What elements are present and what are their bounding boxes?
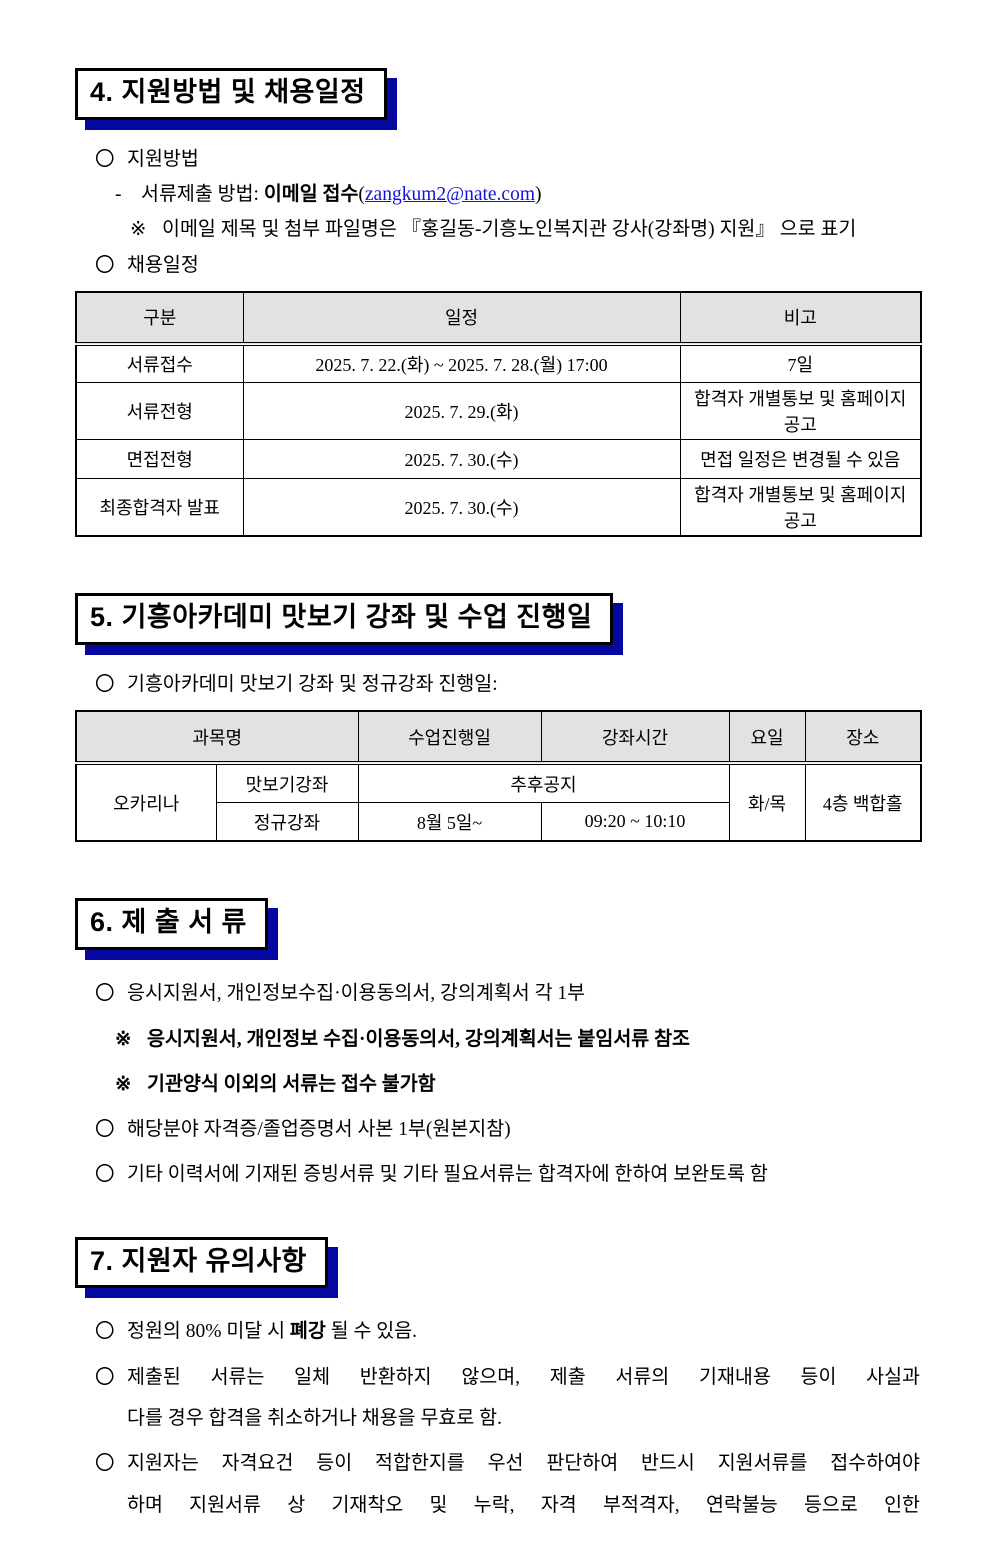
course-intro-bullet: 〇 기흥아카데미 맛보기 강좌 및 정규강좌 진행일:	[95, 671, 920, 698]
notice-bullet-3-text: 지원자는 자격요건 등이 적합한지를 우선 판단하여 반드시 지원서류를 접수하…	[127, 1450, 920, 1519]
section7-title: 7. 지원자 유의사항	[90, 1245, 307, 1276]
cell-place: 4층 백합홀	[804, 762, 922, 842]
cell-day: 화/목	[728, 762, 806, 842]
table-row: 서류접수 2025. 7. 22.(화) ~ 2025. 7. 28.(월) 1…	[75, 343, 922, 384]
notice-bullet-1-text: 정원의 80% 미달 시 폐강 될 수 있음.	[127, 1318, 920, 1345]
documents-bullet-3: 〇 기타 이력서에 기재된 증빙서류 및 기타 필요서류는 합격자에 한하여 보…	[95, 1161, 920, 1188]
notice-3-line2: 하며 지원서류 상 기재착오 및 누락, 자격 부적격자, 연락불능 등으로 인…	[127, 1494, 920, 1516]
col-header-place: 장소	[804, 710, 922, 766]
col-header-class-time: 강좌시간	[540, 710, 730, 766]
col-header-day: 요일	[728, 710, 806, 766]
course-schedule-table: 과목명 수업진행일 강좌시간 요일 장소 오카리나 맛보기강좌 추후공지 화/목…	[75, 710, 922, 843]
table-header-row: 과목명 수업진행일 강좌시간 요일 장소	[75, 710, 922, 766]
notice-2-line1: 제출된 서류는 일체 반환하지 않으며, 제출 서류의 기재내용 등이 사실과	[127, 1366, 920, 1388]
section4-header: 4. 지원방법 및 채용일정	[75, 68, 387, 120]
section5-header: 5. 기흥아카데미 맛보기 강좌 및 수업 진행일	[75, 593, 614, 646]
notice-bullet-1: 〇 정원의 80% 미달 시 폐강 될 수 있음.	[95, 1318, 920, 1345]
notice-3-line1: 지원자는 자격요건 등이 적합한지를 우선 판단하여 반드시 지원서류를 접수하…	[127, 1453, 920, 1475]
email-note-line: ※ 이메일 제목 및 첨부 파일명은 『홍길동-기흥노인복지관 강사(강좌명) …	[130, 216, 920, 243]
documents-bullet-3-text: 기타 이력서에 기재된 증빙서류 및 기타 필요서류는 합격자에 한하여 보완토…	[127, 1164, 768, 1186]
paren-open: (	[358, 184, 365, 206]
documents-note-2: ※ 기관양식 이외의 서류는 접수 불가함	[115, 1071, 920, 1098]
notice-bullet-3: 〇 지원자는 자격요건 등이 적합한지를 우선 판단하여 반드시 지원서류를 접…	[95, 1450, 920, 1519]
table-row: 서류전형 2025. 7. 29.(화) 합격자 개별통보 및 홈페이지 공고	[75, 382, 922, 441]
schedule-label: 채용일정	[127, 254, 199, 276]
circle-bullet-icon: 〇	[95, 983, 115, 1005]
cell-remarks: 합격자 개별통보 및 홈페이지 공고	[679, 478, 922, 537]
notice-1-pre: 정원의 80% 미달 시	[127, 1321, 290, 1343]
table-header-row: 구분 일정 비고	[75, 291, 922, 346]
notice-bullet-2: 〇 제출된 서류는 일체 반환하지 않으며, 제출 서류의 기재내용 등이 사실…	[95, 1364, 920, 1433]
section5-title: 5. 기흥아카데미 맛보기 강좌 및 수업 진행일	[90, 602, 593, 633]
apply-method-bullet: 〇 지원방법	[95, 146, 920, 173]
table-row: 오카리나 맛보기강좌 추후공지 화/목 4층 백합홀	[75, 762, 922, 842]
table-row: 정규강좌 8월 5일~ 09:20 ~ 10:10	[76, 801, 921, 842]
cell-course-type: 정규강좌	[215, 801, 359, 842]
table-row: 면접전형 2025. 7. 30.(수) 면접 일정은 변경될 수 있음	[75, 439, 922, 480]
course-intro-text: 기흥아카데미 맛보기 강좌 및 정규강좌 진행일:	[127, 674, 498, 696]
section6-title: 6. 제 출 서 류	[90, 907, 247, 938]
col-header-subject: 과목명	[75, 710, 359, 766]
circle-bullet-icon: 〇	[95, 148, 115, 170]
cell-course-type: 맛보기강좌	[215, 762, 359, 803]
col-header-class-date: 수업진행일	[357, 710, 542, 766]
circle-bullet-icon: 〇	[95, 674, 115, 696]
cell-schedule: 2025. 7. 30.(수)	[242, 439, 681, 480]
notice-2-line2: 다를 경우 합격을 취소하거나 채용을 무효로 함.	[127, 1408, 502, 1430]
table-row: 최종합격자 발표 2025. 7. 30.(수) 합격자 개별통보 및 홈페이지…	[75, 478, 922, 537]
documents-note-2-text: 기관양식 이외의 서류는 접수 불가함	[147, 1073, 436, 1095]
dash-bullet-icon: -	[115, 184, 122, 206]
section7-header: 7. 지원자 유의사항	[75, 1236, 328, 1289]
apply-method-label: 지원방법	[127, 148, 199, 170]
documents-bullet-2-text: 해당분야 자격증/졸업증명서 사본 1부(원본지참)	[127, 1119, 511, 1141]
reference-mark-icon: ※	[130, 219, 147, 241]
circle-bullet-icon: 〇	[95, 1453, 115, 1475]
notice-bullet-2-text: 제출된 서류는 일체 반환하지 않으며, 제출 서류의 기재내용 등이 사실과 …	[127, 1364, 920, 1433]
reference-mark-icon: ※	[115, 1073, 132, 1095]
section6-header: 6. 제 출 서 류	[75, 898, 268, 951]
circle-bullet-icon: 〇	[95, 1119, 115, 1141]
notice-1-emphasis: 폐강	[289, 1321, 326, 1343]
section4-title: 4. 지원방법 및 채용일정	[90, 77, 366, 107]
circle-bullet-icon: 〇	[95, 1366, 115, 1388]
submit-method-line: - 서류제출 방법: 이메일 접수(zangkum2@nate.com)	[115, 181, 920, 208]
documents-bullet-1-text: 응시지원서, 개인정보수집·이용동의서, 강의계획서 각 1부	[127, 983, 586, 1005]
submit-method-email-label: 이메일 접수	[263, 184, 359, 206]
cell-class-time: 09:20 ~ 10:10	[540, 801, 730, 842]
schedule-bullet: 〇 채용일정	[95, 252, 920, 279]
documents-bullet-2: 〇 해당분야 자격증/졸업증명서 사본 1부(원본지참)	[95, 1116, 920, 1143]
paren-close: )	[535, 184, 542, 206]
email-link[interactable]: zangkum2@nate.com	[364, 184, 536, 206]
cell-remarks: 7일	[679, 343, 922, 384]
documents-note-1: ※ 응시지원서, 개인정보 수집·이용동의서, 강의계획서는 붙임서류 참조	[115, 1026, 920, 1053]
documents-note-1-text: 응시지원서, 개인정보 수집·이용동의서, 강의계획서는 붙임서류 참조	[147, 1028, 690, 1050]
col-header-schedule: 일정	[242, 291, 681, 346]
circle-bullet-icon: 〇	[95, 1164, 115, 1186]
cell-category: 서류접수	[75, 343, 244, 384]
cell-class-date: 8월 5일~	[357, 801, 542, 842]
submit-method-prefix: 서류제출 방법:	[141, 184, 264, 206]
reference-mark-icon: ※	[115, 1028, 132, 1050]
cell-schedule: 2025. 7. 29.(화)	[242, 382, 681, 441]
notice-1-post: 될 수 있음.	[325, 1321, 418, 1343]
email-note-text: 이메일 제목 및 첨부 파일명은 『홍길동-기흥노인복지관 강사(강좌명) 지원…	[162, 219, 857, 241]
cell-category: 최종합격자 발표	[75, 478, 244, 537]
cell-schedule: 2025. 7. 30.(수)	[242, 478, 681, 537]
cell-category: 서류전형	[75, 382, 244, 441]
recruitment-schedule-table: 구분 일정 비고 서류접수 2025. 7. 22.(화) ~ 2025. 7.…	[75, 290, 922, 538]
col-header-category: 구분	[75, 291, 244, 346]
circle-bullet-icon: 〇	[95, 254, 115, 276]
col-header-remarks: 비고	[679, 291, 922, 346]
cell-category: 면접전형	[75, 439, 244, 480]
cell-subject: 오카리나	[75, 762, 217, 842]
circle-bullet-icon: 〇	[95, 1321, 115, 1343]
cell-remarks: 합격자 개별통보 및 홈페이지 공고	[679, 382, 922, 441]
cell-trial-schedule: 추후공지	[357, 762, 730, 803]
cell-remarks: 면접 일정은 변경될 수 있음	[679, 439, 922, 480]
documents-bullet-1: 〇 응시지원서, 개인정보수집·이용동의서, 강의계획서 각 1부	[95, 980, 920, 1007]
submit-method-text: 서류제출 방법: 이메일 접수(zangkum2@nate.com)	[141, 181, 920, 208]
cell-schedule: 2025. 7. 22.(화) ~ 2025. 7. 28.(월) 17:00	[242, 343, 681, 384]
